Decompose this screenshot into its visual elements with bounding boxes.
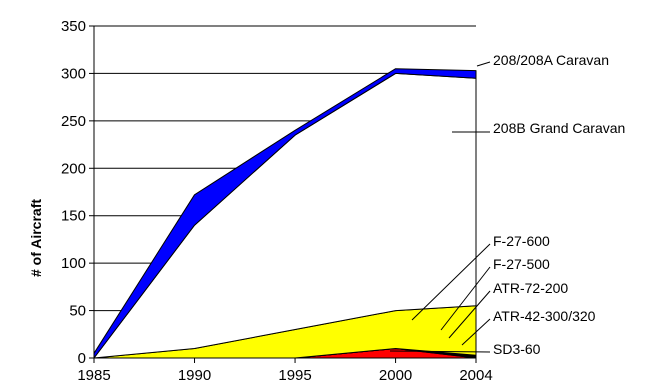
series-label-f-27-500: F-27-500 (493, 256, 550, 272)
x-tick-label-1985: 1985 (77, 367, 110, 382)
axes (89, 25, 477, 363)
series-areas (93, 68, 477, 359)
series-label-atr-42-300-320: ATR-42-300/320 (493, 308, 596, 324)
x-tick-label-2000: 2000 (379, 367, 412, 382)
x-tick-label-1995: 1995 (278, 367, 311, 382)
y-tick-label-200: 200 (61, 160, 86, 177)
leader-line-atr-72-200 (448, 290, 491, 339)
tick-labels: 0 50 100 150 200 250 300 350 1985 1990 1995 2000 200… (61, 18, 493, 382)
series-label-f-27-600: F-27-600 (493, 233, 550, 249)
series-label-atr-72-200: ATR-72-200 (493, 280, 568, 296)
leader-line-sd3-60 (389, 350, 491, 353)
leader-line-208-208a-caravan (476, 61, 491, 67)
y-tick-label-350: 350 (61, 18, 86, 35)
leader-line-f-27-600 (411, 243, 491, 321)
series-label-208-208a-caravan: 208/208A Caravan (493, 52, 609, 68)
series-label-208b-grand-caravan: 208B Grand Caravan (493, 120, 625, 136)
x-tick-label-1990: 1990 (178, 367, 211, 382)
leader-lines (389, 61, 491, 353)
leader-line-atr-42-300-320 (461, 318, 491, 346)
area-208-208a-caravan (93, 68, 477, 359)
x-tick-label-2004: 2004 (459, 367, 492, 382)
y-tick-label-50: 50 (69, 303, 86, 320)
y-tick-label-100: 100 (61, 255, 86, 272)
series-label-sd3-60: SD3-60 (493, 341, 541, 357)
y-axis-label: # of Aircraft (28, 199, 44, 277)
series-labels: SD3-60 ATR-42-300/320 ATR-72-200 F-27-500 F-… (493, 52, 625, 357)
y-tick-label-300: 300 (61, 65, 86, 82)
y-tick-label-0: 0 (78, 350, 86, 367)
y-tick-label-250: 250 (61, 113, 86, 130)
leader-line-f-27-500 (440, 266, 491, 331)
y-tick-label-150: 150 (61, 208, 86, 225)
